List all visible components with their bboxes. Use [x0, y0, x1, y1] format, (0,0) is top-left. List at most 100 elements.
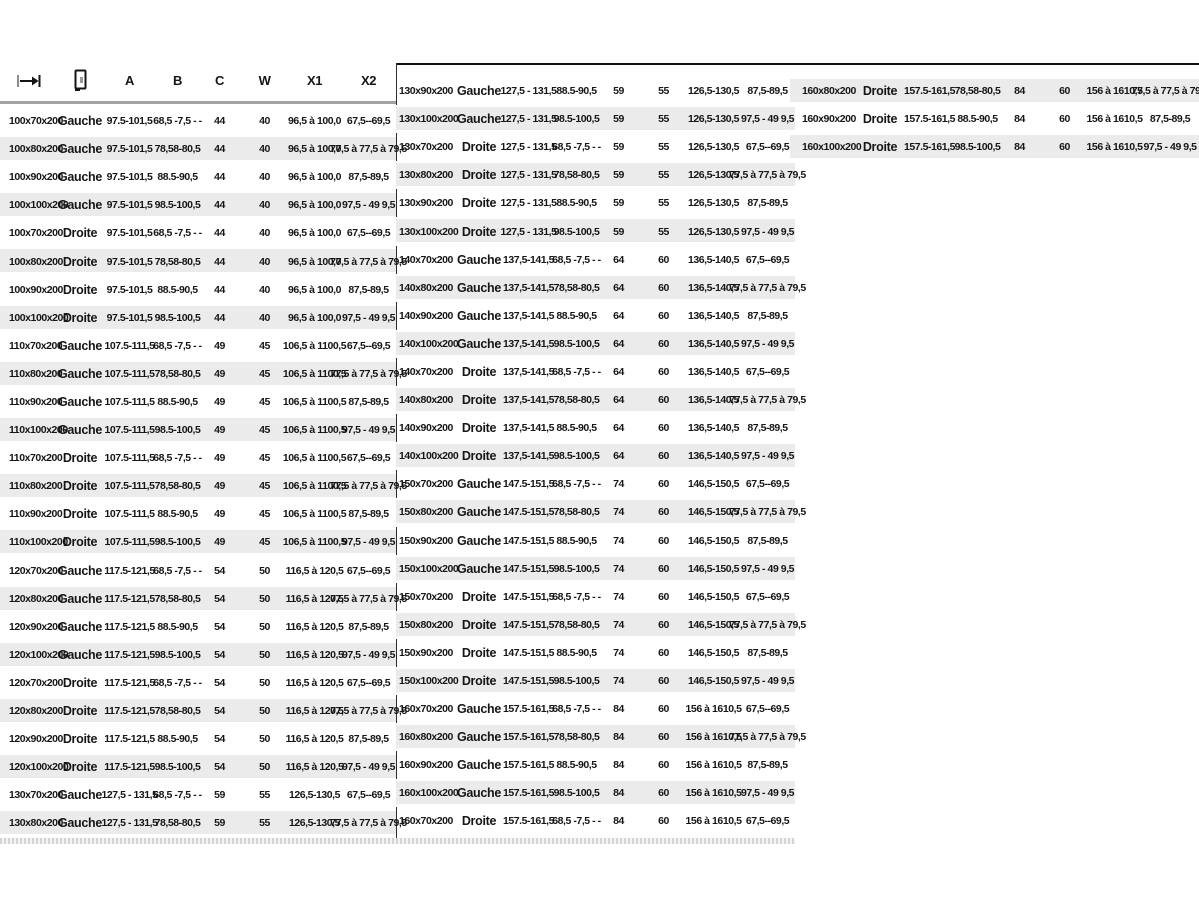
cell-B: 68,5 -7,5 - - [153, 564, 202, 577]
cell-side: Gauche [57, 563, 103, 578]
cell-X1: 156 à 1610,5 [1086, 141, 1143, 154]
cell-side: Gauche [57, 142, 103, 157]
cell-side: Gauche [57, 619, 103, 634]
cell-side: Gauche [456, 505, 502, 520]
cell-A: 97.5-101,5 [106, 171, 153, 184]
cell-B: 98.5-100,5 [553, 113, 600, 126]
cell-A: 107.5-111,5 [104, 452, 155, 465]
column-header-A: A [125, 73, 134, 88]
cell-X2: 87,5-89,5 [348, 620, 389, 633]
cell-C: 74 [613, 506, 624, 519]
cell-A: 107.5-111,5 [104, 339, 155, 352]
table-row: 160x70x200 Droite 157.5-161,5 68,5 -7,5 - -… [396, 807, 795, 835]
cell-X2: 97,5 - 49 9,5 [341, 648, 396, 661]
cell-C: 59 [613, 169, 624, 182]
cell-B: 68,5 -7,5 - - [552, 253, 601, 266]
cell-X2: 77,5 à 77,5 à 79,5 [330, 480, 407, 493]
cell-A: 97.5-101,5 [106, 143, 153, 156]
cell-A: 117.5-121,5 [104, 733, 155, 746]
cell-C: 84 [613, 731, 624, 744]
table-row: 100x80x200 Droite 97.5-101,5 78,58-80,5 44 40… [0, 247, 407, 276]
cell-X1: 146,5-150,5 [687, 478, 740, 491]
cell-size: 160x80x200 [399, 731, 453, 744]
table-row: 120x100x200 Gauche 117.5-121,5 98.5-100,5 54… [0, 640, 396, 669]
cell-B: 98.5-100,5 [553, 225, 600, 238]
cell-X2: 87,5-89,5 [747, 759, 788, 772]
cell-B: 98.5-100,5 [553, 787, 600, 800]
cell-C: 74 [613, 590, 624, 603]
cell-size: 140x80x200 [399, 394, 453, 407]
cell-A: 117.5-121,5 [104, 676, 155, 689]
cell-side: Gauche [456, 533, 502, 548]
cell-size: 140x80x200 [399, 281, 453, 294]
cell-size: 130x90x200 [399, 85, 453, 98]
cell-size: 140x100x200 [399, 450, 459, 463]
cell-side: Droite [461, 364, 497, 379]
cell-B: 78,58-80,5 [553, 731, 600, 744]
cell-C: 64 [613, 422, 624, 435]
table-row: 150x80x200 Droite 147.5-151,5 78,58-80,5 74 6… [396, 610, 806, 639]
cell-W: 60 [658, 309, 669, 322]
table-row: 120x90x200 Gauche 117.5-121,5 88.5-90,5 54 50… [0, 613, 396, 641]
cell-W: 60 [658, 337, 669, 350]
cell-W: 50 [259, 705, 270, 718]
cell-A: 107.5-111,5 [104, 508, 155, 521]
cell-X1: 156 à 1610,5 [685, 815, 742, 828]
cell-W: 45 [259, 424, 270, 437]
cell-X2: 67,5--69,5 [346, 227, 391, 240]
table-row: 120x70x200 Droite 117.5-121,5 68,5 -7,5 - -… [0, 669, 396, 697]
cell-C: 74 [613, 478, 624, 491]
cell-X1: 106,5 à 1100,5 [282, 395, 347, 408]
cell-X2: 77,5 à 77,5 à 79,5 [729, 281, 806, 294]
cell-X1: 96,5 à 100,0 [288, 171, 341, 184]
cell-W: 60 [658, 703, 669, 716]
cell-W: 55 [259, 817, 270, 830]
cell-side: Gauche [456, 308, 502, 323]
cell-A: 107.5-111,5 [104, 395, 155, 408]
cell-X2: 67,5--69,5 [346, 789, 391, 802]
cell-B: 88.5-90,5 [556, 534, 597, 547]
cell-size: 120x100x200 [9, 648, 69, 661]
cell-C: 44 [214, 227, 225, 240]
cell-B: 68,5 -7,5 - - [552, 478, 601, 491]
cell-A: 107.5-111,5 [104, 424, 155, 437]
cell-A: 117.5-121,5 [104, 648, 155, 661]
cell-A: 97.5-101,5 [106, 115, 153, 128]
cell-side: Gauche [57, 591, 103, 606]
cell-side: Gauche [456, 758, 502, 773]
cell-A: 157.5-161,5 [502, 787, 555, 800]
cell-X1: 106,5 à 1100,5 [282, 452, 347, 465]
cell-C: 84 [613, 787, 624, 800]
cell-W: 60 [658, 534, 669, 547]
table-row: 130x70x200 Droite 127,5 - 131,5 68,5 -7,5 -… [396, 133, 795, 161]
cell-side: Droite [461, 674, 497, 689]
cell-X2: 97,5 - 49 9,5 [740, 450, 795, 463]
cell-X2: 67,5--69,5 [346, 676, 391, 689]
cell-B: 78,58-80,5 [154, 705, 201, 718]
cell-C: 59 [613, 113, 624, 126]
cell-size: 100x100x200 [9, 311, 69, 324]
cell-C: 74 [613, 534, 624, 547]
cell-side: Gauche [57, 394, 103, 409]
cell-X2: 77,5 à 77,5 à 79,5 [729, 618, 806, 631]
cell-side: Droite [461, 814, 497, 829]
cell-side: Droite [62, 760, 98, 775]
cell-size: 130x80x200 [9, 817, 63, 830]
cell-B: 98.5-100,5 [954, 141, 1001, 154]
cell-size: 140x70x200 [399, 365, 453, 378]
cell-W: 50 [259, 676, 270, 689]
cell-B: 78,58-80,5 [154, 592, 201, 605]
table-row: 150x100x200 Droite 147.5-151,5 98.5-100,5 74… [396, 666, 795, 696]
table-row: 100x90x200 Gauche 97.5-101,5 88.5-90,5 44 40 9… [0, 163, 396, 191]
cell-X1: 156 à 1610,5 [685, 787, 742, 800]
cell-X2: 97,5 - 49 9,5 [1143, 141, 1197, 154]
cell-size: 100x90x200 [9, 283, 63, 296]
cell-size: 150x100x200 [399, 675, 459, 688]
cell-C: 44 [214, 311, 225, 324]
cell-size: 110x80x200 [9, 480, 63, 493]
cell-X1: 136,5-140,5 [687, 450, 740, 463]
cell-A: 147.5-151,5 [502, 646, 555, 659]
cell-X2: 97,5 - 49 9,5 [740, 225, 795, 238]
cell-side: Droite [62, 254, 98, 269]
table-row: 100x100x200 Gauche 97.5-101,5 98.5-100,5 44 4… [0, 191, 396, 220]
